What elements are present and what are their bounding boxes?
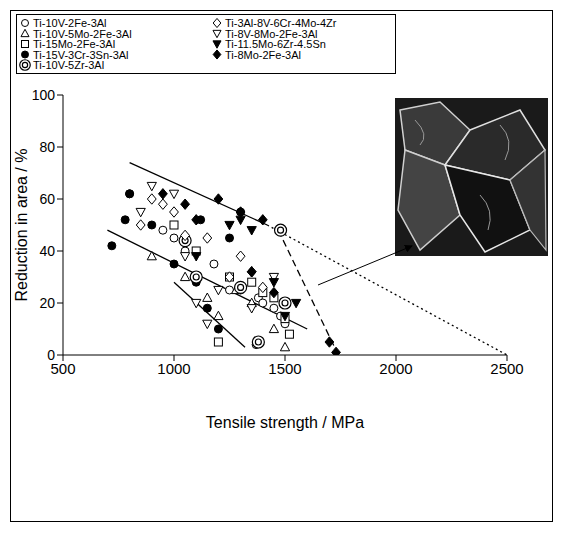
- svg-text:2000: 2000: [379, 360, 412, 377]
- svg-text:Ti-8Mo-2Fe-3Al: Ti-8Mo-2Fe-3Al: [225, 49, 301, 61]
- svg-text:20: 20: [39, 295, 55, 311]
- svg-text:1000: 1000: [157, 360, 190, 377]
- svg-text:Ti-3Al-8V-6Cr-4Mo-4Zr: Ti-3Al-8V-6Cr-4Mo-4Zr: [225, 17, 337, 29]
- svg-text:Ti-10V-2Fe-3Al: Ti-10V-2Fe-3Al: [33, 17, 107, 29]
- svg-text:Ti-15V-3Cr-3Sn-3Al: Ti-15V-3Cr-3Sn-3Al: [33, 48, 129, 61]
- svg-text:1500: 1500: [268, 360, 301, 377]
- svg-text:Tensile strength / MPa: Tensile strength / MPa: [206, 414, 364, 431]
- svg-text:Reduction in area / %: Reduction in area / %: [13, 149, 30, 302]
- svg-text:Ti-8V-8Mo-2Fe-3Al: Ti-8V-8Mo-2Fe-3Al: [225, 27, 318, 40]
- svg-text:500: 500: [50, 359, 76, 377]
- svg-text:0: 0: [47, 347, 55, 363]
- svg-text:60: 60: [39, 191, 55, 207]
- svg-text:2500: 2500: [490, 360, 523, 377]
- svg-text:Ti-10V-5Mo-2Fe-3Al: Ti-10V-5Mo-2Fe-3Al: [33, 27, 132, 40]
- svg-text:Ti-10V-5Zr-3Al: Ti-10V-5Zr-3Al: [33, 59, 104, 71]
- svg-text:40: 40: [39, 243, 55, 259]
- svg-text:100: 100: [32, 87, 56, 103]
- svg-text:80: 80: [39, 139, 55, 155]
- svg-text:Ti-15Mo-2Fe-3Al: Ti-15Mo-2Fe-3Al: [33, 38, 116, 50]
- svg-text:Ti-11.5Mo-6Zr-4.5Sn: Ti-11.5Mo-6Zr-4.5Sn: [225, 38, 326, 50]
